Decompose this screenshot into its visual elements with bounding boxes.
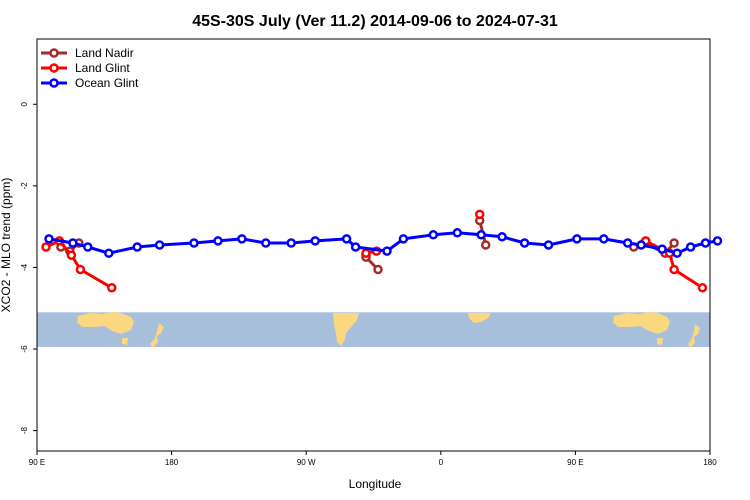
data-point-ocean-glint <box>572 234 582 244</box>
x-axis: 90 E 180 90 W 0 90 E 180 <box>29 451 717 467</box>
series-land-glint <box>41 209 708 293</box>
data-point-land-glint <box>361 248 371 258</box>
data-point-ocean-glint <box>189 238 199 248</box>
data-point-ocean-glint <box>68 238 78 248</box>
x-tick-label: 90 E <box>29 458 45 467</box>
data-point-land-glint <box>66 250 77 260</box>
data-point-ocean-glint <box>622 238 633 248</box>
x-tick-label: 180 <box>703 458 717 467</box>
data-point-land-nadir <box>480 240 491 250</box>
map-landmass <box>688 324 700 348</box>
map-ocean <box>37 312 710 347</box>
data-point-ocean-glint <box>543 240 554 250</box>
legend-swatch-marker <box>49 48 59 58</box>
data-point-land-glint <box>41 242 51 252</box>
y-axis-label: XCO2 - MLO trend (ppm) <box>0 178 13 313</box>
x-axis-label: Longitude <box>349 477 402 491</box>
data-point-ocean-glint <box>286 238 296 248</box>
legend-label: Land Nadir <box>75 46 134 60</box>
data-point-ocean-glint <box>310 236 320 246</box>
data-point-ocean-glint <box>83 242 93 252</box>
data-point-land-glint <box>474 209 485 220</box>
series-line-land-glint <box>45 239 113 290</box>
y-axis: 0 -2 -4 -6 -8 <box>20 101 37 434</box>
data-point-ocean-glint <box>685 242 696 252</box>
data-point-ocean-glint <box>350 242 361 252</box>
series-group <box>41 209 723 293</box>
data-point-ocean-glint <box>428 230 439 240</box>
x-tick-label: 90 E <box>567 458 583 467</box>
data-point-land-glint <box>107 283 117 293</box>
x-tick-label: 180 <box>165 458 179 467</box>
legend-item-land-glint: Land Glint <box>41 61 130 75</box>
y-tick-label: -8 <box>20 427 29 435</box>
data-point-ocean-glint <box>657 244 667 254</box>
map-landmass <box>77 312 134 334</box>
map-landmass <box>468 313 491 323</box>
data-point-ocean-glint <box>104 248 114 258</box>
y-tick-label: -6 <box>20 345 29 353</box>
data-point-ocean-glint <box>599 234 609 244</box>
data-point-land-glint <box>697 283 708 293</box>
data-point-ocean-glint <box>476 230 486 240</box>
y-tick-label: -2 <box>20 182 29 190</box>
data-point-ocean-glint <box>636 240 646 250</box>
legend-swatch-marker <box>49 78 59 88</box>
map-landmass <box>613 312 670 334</box>
map-landmass <box>150 323 164 348</box>
legend-swatch-marker <box>49 63 59 73</box>
data-point-ocean-glint <box>672 248 682 258</box>
data-point-ocean-glint <box>700 238 711 248</box>
map-landmass <box>333 313 359 346</box>
data-point-ocean-glint <box>261 238 271 248</box>
legend-item-ocean-glint: Ocean Glint <box>41 76 139 90</box>
x-tick-label: 90 W <box>297 458 316 467</box>
data-point-ocean-glint <box>154 240 165 250</box>
chart-title: 45S-30S July (Ver 11.2) 2014-09-06 to 20… <box>192 13 558 30</box>
data-point-land-nadir <box>669 238 679 248</box>
series-ocean-glint <box>44 228 723 258</box>
y-tick-label: -4 <box>20 263 29 271</box>
legend-label: Ocean Glint <box>75 76 139 90</box>
map-landmass <box>122 338 128 345</box>
data-point-ocean-glint <box>712 236 723 246</box>
map-strip <box>37 312 710 348</box>
map-landmass <box>657 338 663 345</box>
data-point-land-glint <box>669 264 679 275</box>
data-point-ocean-glint <box>382 246 392 256</box>
data-point-ocean-glint <box>398 234 409 244</box>
x-tick-label: 0 <box>439 458 444 467</box>
data-point-land-glint <box>75 264 86 275</box>
data-point-ocean-glint <box>213 236 223 246</box>
data-point-ocean-glint <box>44 234 54 244</box>
legend-label: Land Glint <box>75 61 130 75</box>
data-point-ocean-glint <box>497 232 507 242</box>
data-point-ocean-glint <box>132 242 142 252</box>
data-point-ocean-glint <box>341 234 352 244</box>
legend-item-land-nadir: Land Nadir <box>41 46 134 60</box>
y-tick-label: 0 <box>20 101 29 106</box>
data-point-land-nadir <box>373 264 383 275</box>
data-point-ocean-glint <box>519 238 530 248</box>
data-point-ocean-glint <box>452 228 463 238</box>
data-point-ocean-glint <box>237 234 247 244</box>
plot-frame <box>36 38 711 452</box>
